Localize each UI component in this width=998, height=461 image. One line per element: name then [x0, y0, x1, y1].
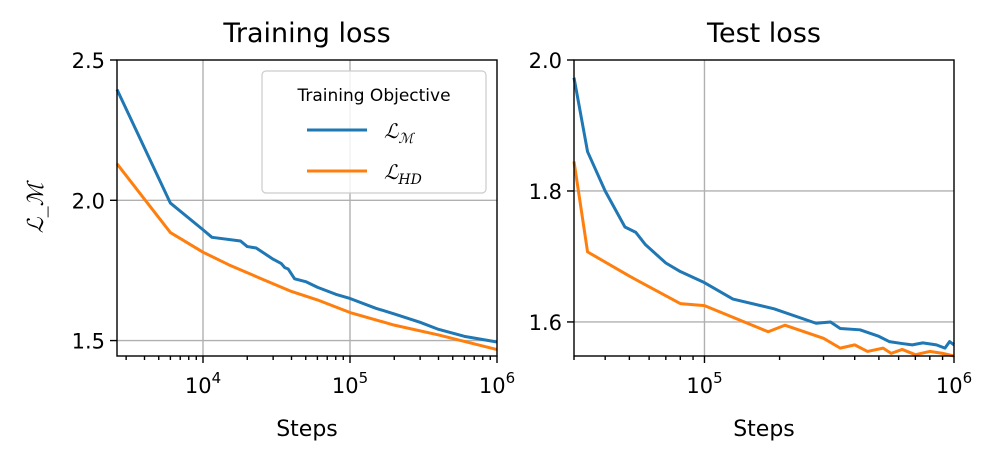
chart-title: Training loss	[222, 18, 390, 49]
y-tick-label: 2.0	[529, 49, 562, 73]
training-loss-panel: 104 105 106 2.5 2.0 1.5 Training loss Steps ℒ_ℳ T…	[24, 18, 515, 442]
y-tick-label: 1.5	[72, 330, 105, 354]
plot-frame	[116, 59, 498, 357]
y-tick-label: 2.5	[72, 49, 105, 73]
x-tick-label: 105	[332, 369, 368, 398]
x-tick-label: 106	[479, 369, 515, 398]
y-axis-label: ℒ_ℳ	[24, 179, 49, 233]
plot-frame	[573, 59, 955, 357]
series-line-l-hd	[115, 162, 498, 352]
y-tick-label: 1.8	[529, 180, 562, 204]
y-tick-label: 1.6	[529, 311, 562, 335]
series-line-l-m	[572, 77, 955, 350]
series-line-l-hd	[572, 161, 955, 358]
x-tick-label: 105	[686, 369, 722, 398]
x-tick-label: 104	[185, 369, 221, 398]
x-axis-label: Steps	[276, 417, 338, 442]
legend: Training Objective ℒℳ ℒHD	[261, 70, 487, 194]
legend-label: ℒℳ	[384, 119, 415, 147]
legend-title: Training Objective	[296, 86, 450, 106]
test-loss-panel: 105 106 2.0 1.8 1.6 Test loss Steps	[529, 18, 973, 442]
legend-box	[261, 70, 487, 194]
chart-title: Test loss	[706, 18, 821, 49]
series-line-l-m	[115, 88, 498, 344]
legend-label: ℒHD	[384, 160, 422, 188]
x-axis-label: Steps	[733, 417, 795, 442]
y-tick-label: 2.0	[72, 189, 105, 213]
x-tick-label: 106	[936, 369, 972, 398]
